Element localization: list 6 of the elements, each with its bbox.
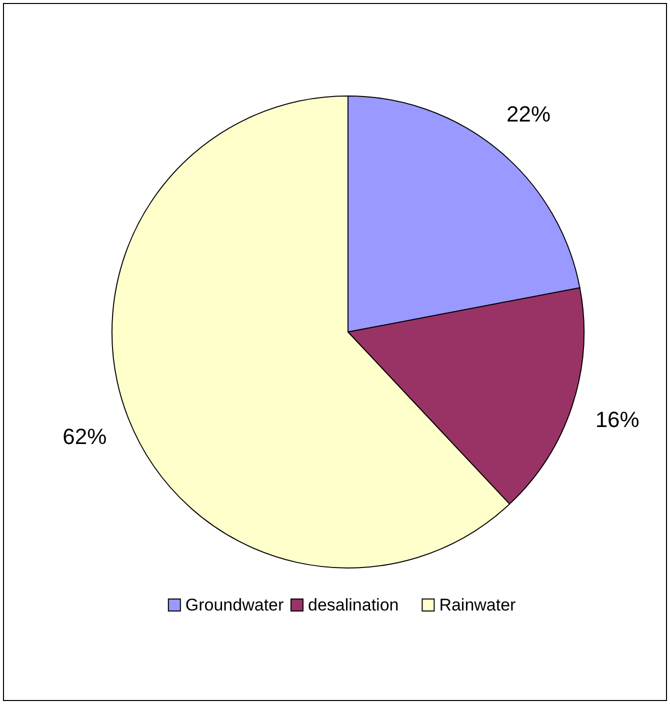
legend-label: Rainwater bbox=[439, 596, 516, 614]
data-label: 16% bbox=[595, 407, 640, 432]
data-label: 22% bbox=[506, 101, 551, 126]
legend-label: Groundwater bbox=[185, 596, 284, 614]
legend-label: desalination bbox=[308, 596, 399, 614]
data-label: 62% bbox=[62, 424, 107, 449]
